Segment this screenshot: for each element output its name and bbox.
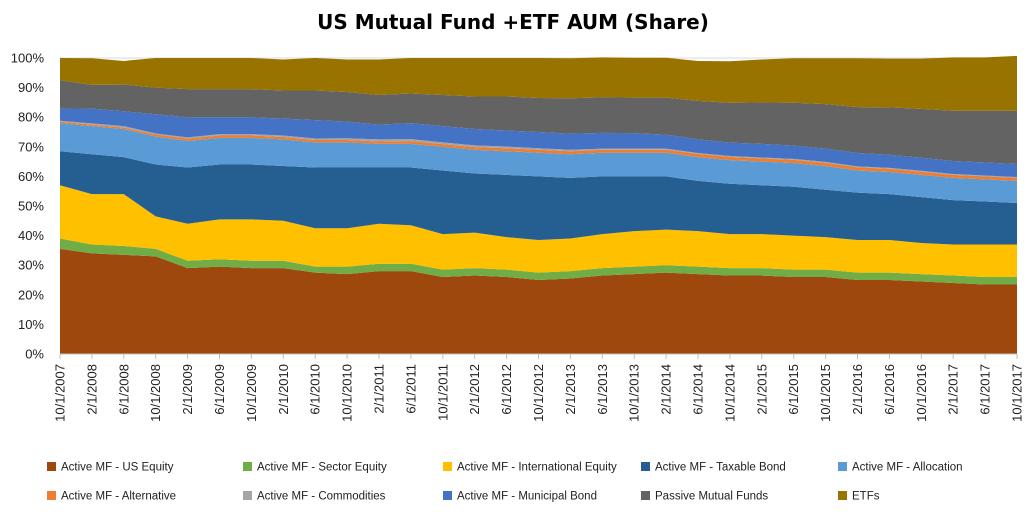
x-tick-label: 6/1/2016 — [882, 364, 897, 415]
x-tick-label: 10/1/2007 — [53, 364, 68, 422]
legend-label-etfs: ETFs — [852, 491, 880, 503]
x-tick-label: 10/1/2011 — [435, 364, 450, 421]
legend-swatch-active-mf-international-equity — [443, 462, 452, 471]
x-tick-label: 10/1/2008 — [148, 364, 163, 422]
y-tick-label: 80% — [18, 110, 44, 125]
area-layer — [60, 55, 1017, 354]
x-tick-label: 2/1/2015 — [754, 364, 769, 415]
x-tick-label: 2/1/2013 — [563, 364, 578, 415]
legend-label-active-mf-taxable-bond: Active MF - Taxable Bond — [655, 462, 786, 474]
x-tick-label: 2/1/2014 — [659, 364, 674, 415]
x-tick-label: 10/1/2015 — [818, 364, 833, 422]
x-tick-label: 6/1/2013 — [595, 364, 610, 415]
legend: Active MF - US Equity Active MF - Sector … — [47, 462, 963, 503]
x-tick-label: 6/1/2012 — [499, 364, 514, 415]
x-tick-label: 2/1/2017 — [946, 364, 961, 415]
y-tick-label: 70% — [18, 139, 44, 154]
y-tick-label: 20% — [18, 287, 44, 302]
x-tick-label: 10/1/2009 — [244, 364, 259, 422]
x-tick-label: 6/1/2017 — [978, 364, 993, 415]
legend-swatch-active-mf-taxable-bond — [641, 462, 650, 471]
x-tick-label: 6/1/2010 — [308, 364, 323, 415]
x-tick-label: 10/1/2010 — [340, 364, 355, 422]
y-tick-label: 0% — [25, 347, 44, 362]
legend-label-passive-mutual-funds: Passive Mutual Funds — [655, 491, 768, 503]
legend-label-active-mf-international-equity: Active MF - International Equity — [457, 462, 617, 474]
area-active-mf-us-equity — [60, 248, 1017, 354]
y-tick-label: 100% — [11, 51, 45, 66]
y-tick-label: 30% — [18, 258, 44, 273]
area-active-mf-alternative — [60, 121, 1017, 181]
area-active-mf-taxable-bond — [60, 151, 1017, 245]
area-active-mf-municipal-bond — [60, 108, 1017, 177]
y-tick-label: 60% — [18, 169, 44, 184]
x-tick-label: 2/1/2008 — [84, 364, 99, 415]
x-tick-label: 2/1/2016 — [850, 364, 865, 415]
legend-swatch-active-mf-alternative — [47, 491, 56, 500]
x-tick-label: 6/1/2015 — [786, 364, 801, 415]
legend-swatch-active-mf-municipal-bond — [443, 491, 452, 500]
x-tick-label: 6/1/2014 — [691, 364, 706, 415]
legend-swatch-active-mf-commodities — [243, 491, 252, 500]
y-tick-label: 90% — [18, 80, 44, 95]
legend-label-active-mf-commodities: Active MF - Commodities — [257, 491, 386, 503]
area-active-mf-allocation — [60, 123, 1017, 204]
axis-layer: 0% 10% 20% 30% 40% 50% 60% 70% 80% 90% 100% 10/1/20… — [11, 51, 1025, 422]
x-tick-label: 10/1/2013 — [627, 364, 642, 422]
x-tick-label: 2/1/2009 — [180, 364, 195, 415]
chart-title: US Mutual Fund +ETF AUM (Share) — [317, 10, 709, 34]
legend-swatch-active-mf-allocation — [838, 462, 847, 471]
x-tick-label: 10/1/2014 — [722, 364, 737, 422]
legend-label-active-mf-us-equity: Active MF - US Equity — [61, 462, 174, 474]
area-active-mf-sector-equity — [60, 238, 1017, 285]
legend-label-active-mf-alternative: Active MF - Alternative — [61, 491, 176, 503]
legend-label-active-mf-allocation: Active MF - Allocation — [852, 462, 963, 474]
area-etfs — [60, 55, 1017, 111]
y-tick-label: 50% — [18, 199, 44, 214]
x-tick-label: 6/1/2009 — [212, 364, 227, 415]
y-tick-label: 10% — [18, 317, 44, 332]
x-tick-label: 10/1/2017 — [1010, 364, 1025, 422]
area-active-mf-commodities — [60, 120, 1017, 178]
x-tick-label: 6/1/2011 — [403, 364, 418, 414]
x-tick-label: 6/1/2008 — [116, 364, 131, 415]
x-tick-label: 10/1/2016 — [914, 364, 929, 422]
legend-swatch-etfs — [838, 491, 847, 500]
x-tick-label: 2/1/2012 — [467, 364, 482, 415]
x-tick-label: 2/1/2011 — [372, 364, 387, 414]
x-tick-label: 2/1/2010 — [276, 364, 291, 415]
legend-label-active-mf-municipal-bond: Active MF - Municipal Bond — [457, 491, 597, 503]
legend-swatch-active-mf-sector-equity — [243, 462, 252, 471]
area-passive-mutual-funds — [60, 80, 1017, 164]
area-active-mf-international-equity — [60, 185, 1017, 278]
legend-swatch-passive-mutual-funds — [641, 491, 650, 500]
legend-label-active-mf-sector-equity: Active MF - Sector Equity — [257, 462, 387, 474]
y-tick-label: 40% — [18, 228, 44, 243]
legend-swatch-active-mf-us-equity — [47, 462, 56, 471]
x-tick-label: 10/1/2012 — [531, 364, 546, 422]
